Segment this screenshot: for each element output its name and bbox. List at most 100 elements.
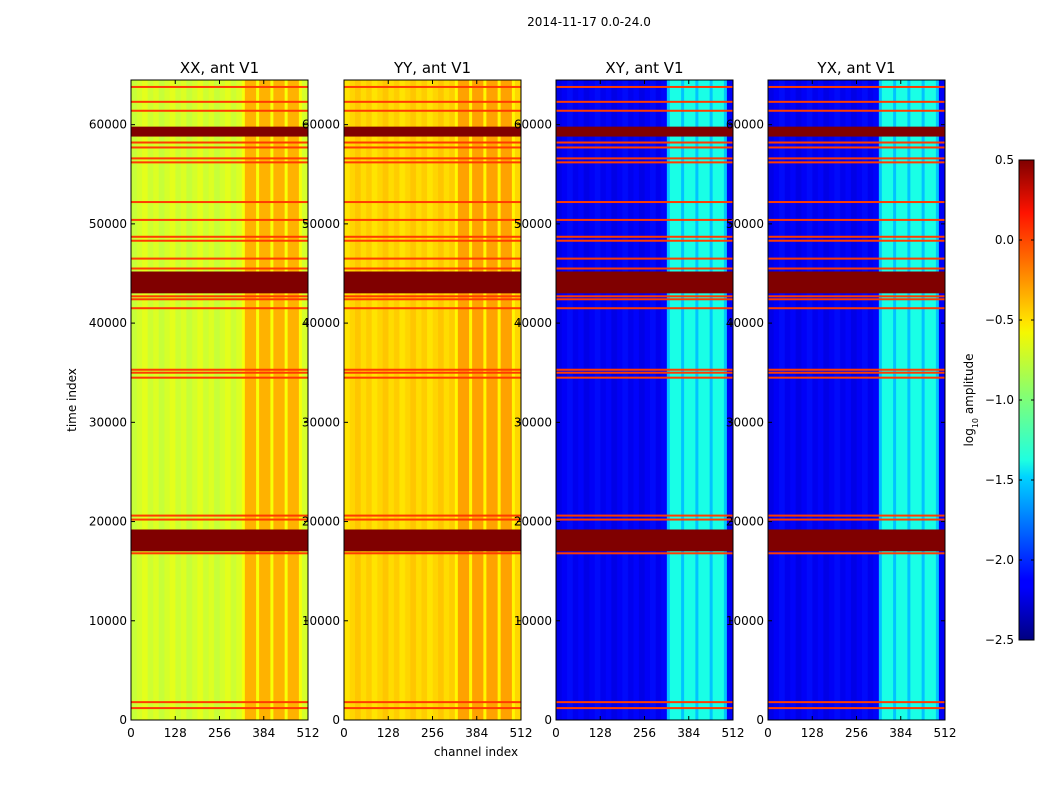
- channel-stripe: [399, 80, 406, 720]
- channel-stripe: [873, 80, 880, 720]
- panel-4: 0 128 256 384 512 0 10000 20000 30000 40000 50000 6…: [726, 59, 957, 740]
- channel-stripe: [147, 80, 154, 720]
- time-line: [131, 514, 308, 517]
- channel-stripe: [175, 80, 182, 720]
- time-line: [344, 100, 521, 103]
- time-line: [768, 235, 945, 238]
- channel-stripe: [438, 80, 445, 720]
- time-line: [556, 376, 733, 379]
- time-line: [131, 100, 308, 103]
- channel-stripe: [421, 80, 428, 720]
- channel-stripe: [355, 80, 362, 720]
- colorbar-tick-label: −0.5: [985, 313, 1014, 327]
- time-line: [556, 85, 733, 88]
- channel-stripe: [594, 80, 601, 720]
- y-tick-label: 20000: [726, 515, 764, 529]
- channel-stripe: [817, 80, 824, 720]
- y-tick-label: 0: [544, 713, 552, 727]
- time-line: [556, 298, 733, 301]
- channel-stripe: [773, 80, 780, 720]
- time-line: [768, 376, 945, 379]
- y-tick-label: 50000: [89, 217, 127, 231]
- channel-stripe: [823, 80, 830, 720]
- y-tick-label: 10000: [514, 614, 552, 628]
- time-line: [768, 295, 945, 298]
- channel-stripe: [828, 80, 835, 720]
- channel-stripe: [589, 80, 596, 720]
- time-line: [556, 368, 733, 371]
- x-tick-label: 512: [934, 726, 957, 740]
- x-tick-label: 384: [465, 726, 488, 740]
- channel-stripe: [344, 80, 351, 720]
- time-line: [131, 552, 308, 555]
- time-line: [344, 257, 521, 260]
- y-tick-label: 40000: [89, 316, 127, 330]
- time-line: [556, 157, 733, 160]
- x-tick-label: 128: [164, 726, 187, 740]
- channel-stripe: [862, 80, 869, 720]
- channel-stripe: [153, 80, 160, 720]
- y-tick-label: 40000: [726, 316, 764, 330]
- channel-stripe: [650, 80, 657, 720]
- channel-stripe: [410, 80, 417, 720]
- panel-title: XY, ant V1: [605, 59, 683, 77]
- channel-stripe: [801, 80, 808, 720]
- time-line: [344, 161, 521, 164]
- rfi-column-edge: [270, 80, 274, 720]
- channel-stripe: [627, 80, 634, 720]
- time-line: [131, 146, 308, 149]
- y-tick-label: 50000: [514, 217, 552, 231]
- time-line: [768, 109, 945, 112]
- time-line: [768, 157, 945, 160]
- x-tick-label: 0: [127, 726, 135, 740]
- rfi-column-edge: [878, 80, 882, 720]
- time-line: [344, 218, 521, 221]
- time-line: [768, 218, 945, 221]
- colorbar-tick-label: 0.5: [995, 153, 1014, 167]
- time-line: [556, 371, 733, 374]
- colorbar-tick-label: −2.0: [985, 553, 1014, 567]
- channel-stripe: [388, 80, 395, 720]
- channel-stripe: [784, 80, 791, 720]
- colorbar-tick-label: −1.5: [985, 473, 1014, 487]
- channel-stripe: [768, 80, 775, 720]
- channel-stripe: [834, 80, 841, 720]
- y-tick-label: 60000: [89, 118, 127, 132]
- time-line: [131, 376, 308, 379]
- time-line: [556, 307, 733, 310]
- panel-title: YX, ant V1: [816, 59, 895, 77]
- y-tick-label: 40000: [514, 316, 552, 330]
- y-tick-label: 0: [119, 713, 127, 727]
- rfi-column-edge: [723, 80, 727, 720]
- time-line: [131, 85, 308, 88]
- time-line: [768, 707, 945, 710]
- time-line: [768, 85, 945, 88]
- time-line: [556, 701, 733, 704]
- channel-stripe: [360, 80, 367, 720]
- y-tick-label: 30000: [89, 415, 127, 429]
- channel-stripe: [806, 80, 813, 720]
- channel-stripe: [213, 80, 220, 720]
- channel-stripe: [393, 80, 400, 720]
- time-line: [556, 239, 733, 242]
- colorbar-label-suffix: amplitude: [962, 354, 976, 418]
- y-tick-label: 60000: [302, 118, 340, 132]
- channel-stripe: [158, 80, 165, 720]
- time-line: [344, 141, 521, 144]
- channel-stripe: [186, 80, 193, 720]
- rfi-column-edge: [666, 80, 670, 720]
- y-tick-label: 20000: [89, 515, 127, 529]
- rfi-column-edge: [241, 80, 245, 720]
- channel-stripe: [432, 80, 439, 720]
- time-line: [768, 514, 945, 517]
- time-line: [131, 109, 308, 112]
- time-line: [344, 267, 521, 270]
- channel-stripe: [377, 80, 384, 720]
- time-line: [131, 141, 308, 144]
- time-line: [344, 239, 521, 242]
- time-line: [768, 701, 945, 704]
- channel-stripe: [556, 80, 563, 720]
- x-axis-label: channel index: [434, 745, 518, 759]
- x-tick-label: 512: [297, 726, 320, 740]
- colorbar-tick-label: −1.0: [985, 393, 1014, 407]
